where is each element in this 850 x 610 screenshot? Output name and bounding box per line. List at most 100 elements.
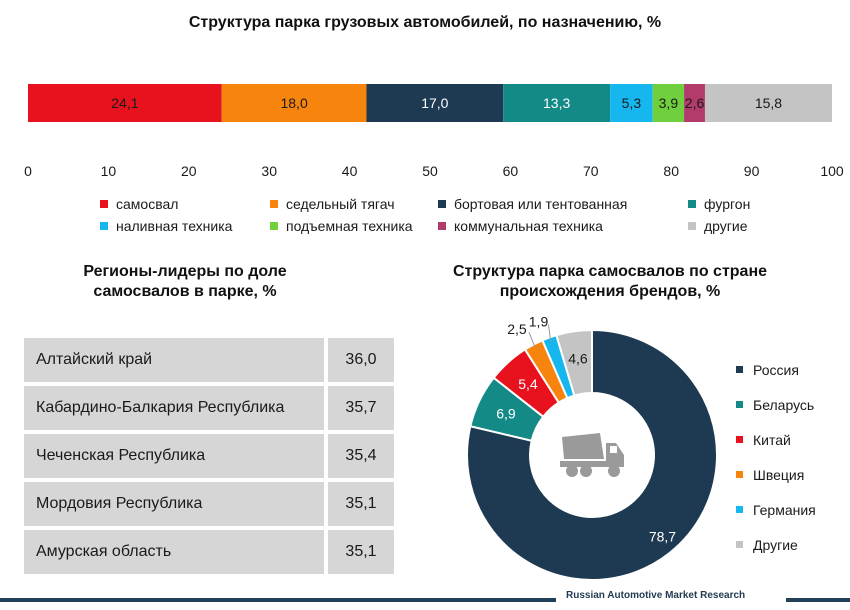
bar-segment — [366, 84, 504, 122]
legend-swatch — [736, 366, 743, 373]
data-label: 2,6 — [685, 95, 705, 111]
legend-item-nalivnaya: наливная техника — [100, 218, 270, 234]
legend-swatch — [438, 222, 446, 230]
table-row: Кабардино-Балкария Республика 35,7 — [24, 386, 394, 430]
stacked-bar-chart: 24,1 18,0 17,0 13,3 5,3 3,9 2,6 15,8 0 10 20 30 40 50… — [24, 84, 844, 179]
regions-title: Регионы-лидеры по доле самосвалов в парк… — [60, 262, 310, 302]
legend-swatch — [100, 222, 108, 230]
leader-line — [548, 324, 552, 342]
region-value: 36,0 — [328, 338, 394, 382]
legend-item-furgon: фургон — [688, 196, 820, 212]
x-tick-label: 50 — [422, 163, 438, 179]
legend-label: Другие — [753, 536, 798, 553]
donut-title: Структура парка самосвалов по стране про… — [440, 262, 780, 302]
legend-item-samosval: самосвал — [100, 196, 270, 212]
data-label: 15,8 — [755, 95, 782, 111]
legend-label: бортовая или тентованная — [454, 196, 628, 212]
legend-label: фургон — [704, 196, 751, 212]
footer-brand-text: Russian Automotive Market Research — [566, 590, 746, 601]
x-tick-label: 10 — [101, 163, 117, 179]
legend-item-belarus: Беларусь — [736, 387, 816, 422]
region-value: 35,7 — [328, 386, 394, 430]
leader-line — [528, 331, 536, 349]
legend-swatch — [736, 471, 743, 478]
bar-chart-legend: самосвал седельный тягач бортовая или те… — [100, 196, 820, 234]
legend-swatch — [270, 222, 278, 230]
footer-line-right — [786, 598, 850, 602]
data-label: 5,3 — [622, 95, 642, 111]
data-label: 17,0 — [421, 95, 448, 111]
region-name: Амурская область — [24, 530, 324, 574]
x-tick-label: 40 — [342, 163, 358, 179]
donut-title-line2: происхождения брендов, % — [499, 283, 721, 300]
legend-item-china: Китай — [736, 422, 816, 457]
legend-swatch — [688, 200, 696, 208]
bar-segment — [610, 84, 653, 122]
legend-swatch — [736, 401, 743, 408]
footer-line-left — [0, 598, 556, 602]
legend-label: седельный тягач — [286, 196, 395, 212]
legend-item-sweden: Швеция — [736, 457, 816, 492]
legend-label: наливная техника — [116, 218, 233, 234]
legend-swatch — [688, 222, 696, 230]
legend-label: Германия — [753, 501, 816, 518]
data-label: 3,9 — [659, 95, 679, 111]
donut-slice — [466, 328, 718, 581]
bar-segment — [221, 84, 367, 122]
regions-title-line1: Регионы-лидеры по доле — [83, 263, 287, 280]
regions-title-line2: самосвалов в парке, % — [93, 283, 277, 300]
legend-label: Россия — [753, 361, 799, 378]
data-label: 4,6 — [568, 351, 588, 367]
legend-swatch — [270, 200, 278, 208]
x-tick-label: 20 — [181, 163, 197, 179]
data-label: 6,9 — [496, 406, 516, 422]
legend-item-other: Другие — [736, 527, 816, 562]
data-label: 78,7 — [649, 528, 676, 544]
data-label: 5,4 — [518, 376, 538, 392]
region-name: Чеченская Республика — [24, 434, 324, 478]
region-name: Алтайский край — [24, 338, 324, 382]
legend-item-tyagach: седельный тягач — [270, 196, 438, 212]
x-tick-label: 90 — [744, 163, 760, 179]
region-value: 35,1 — [328, 482, 394, 526]
x-tick-label: 30 — [261, 163, 277, 179]
dump-truck-icon — [560, 433, 624, 477]
legend-label: Беларусь — [753, 396, 815, 413]
donut-chart: 78,7 6,95,4 2,5 1,9 4,6 — [466, 313, 718, 581]
bar-segment — [704, 84, 832, 122]
table-row: Мордовия Республика 35,1 — [24, 482, 394, 526]
legend-item-podyemnaya: подъемная техника — [270, 218, 438, 234]
legend-label: Швеция — [753, 466, 805, 483]
legend-item-russia: Россия — [736, 352, 816, 387]
data-label: 13,3 — [543, 95, 570, 111]
legend-label: подъемная техника — [286, 218, 413, 234]
x-tick-label: 80 — [663, 163, 679, 179]
legend-item-drugie: другие — [688, 218, 820, 234]
table-row: Чеченская Республика 35,4 — [24, 434, 394, 478]
legend-label: самосвал — [116, 196, 179, 212]
data-label: 2,5 — [507, 321, 527, 337]
donut-title-line1: Структура парка самосвалов по стране — [452, 263, 768, 280]
data-label: 1,9 — [529, 313, 549, 329]
legend-label: коммунальная техника — [454, 218, 603, 234]
data-label: 18,0 — [280, 95, 307, 111]
table-row: Амурская область 35,1 — [24, 530, 394, 574]
data-label: 24,1 — [111, 95, 138, 111]
x-tick-label: 0 — [24, 163, 32, 179]
donut-legend: Россия Беларусь Китай Швеция Германия Др… — [736, 352, 816, 562]
bar-segment — [28, 84, 222, 122]
regions-table: Алтайский край 36,0 Кабардино-Балкария Ре… — [24, 338, 394, 578]
donut-slice — [555, 328, 593, 397]
legend-swatch — [736, 541, 743, 548]
legend-label: Китай — [753, 431, 791, 448]
bar-chart-title: Структура парка грузовых автомобилей, по… — [188, 14, 662, 31]
legend-item-bortovaya: бортовая или тентованная — [438, 196, 688, 212]
region-name: Мордовия Республика — [24, 482, 324, 526]
x-tick-label: 60 — [503, 163, 519, 179]
table-row: Алтайский край 36,0 — [24, 338, 394, 382]
region-value: 35,1 — [328, 530, 394, 574]
x-tick-label: 100 — [820, 163, 844, 179]
region-name: Кабардино-Балкария Республика — [24, 386, 324, 430]
legend-item-germany: Германия — [736, 492, 816, 527]
legend-swatch — [736, 506, 743, 513]
